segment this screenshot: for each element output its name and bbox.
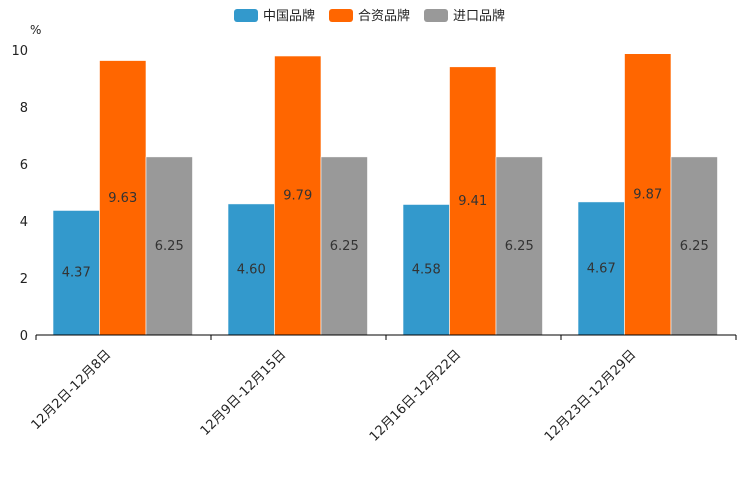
legend-label-china-brand: 中国品牌 — [263, 8, 315, 24]
data-label: 4.37 — [62, 266, 91, 281]
bar[interactable] — [320, 156, 368, 336]
y-tick-label: 4 — [20, 215, 28, 230]
y-axis-unit: % — [30, 23, 41, 37]
y-axis: 0 2 4 6 8 10 — [11, 44, 28, 344]
legend-label-import-brand: 进口品牌 — [453, 8, 505, 24]
bar[interactable] — [495, 156, 543, 336]
data-label: 4.67 — [587, 261, 616, 276]
data-label: 9.79 — [283, 188, 312, 203]
data-label: 4.58 — [412, 263, 441, 278]
x-category-label: 12月16日-12月22日 — [367, 347, 464, 444]
bar[interactable] — [577, 201, 625, 336]
y-tick-label: 6 — [20, 158, 28, 173]
data-label: 9.41 — [458, 194, 487, 209]
legend-item-china-brand[interactable]: 中国品牌 — [234, 8, 315, 24]
legend-swatch-jv-brand — [329, 9, 353, 22]
x-axis-labels: 12月2日-12月8日 12月9日-12月15日 12月16日-12月22日 1… — [29, 347, 640, 444]
legend-item-jv-brand[interactable]: 合资品牌 — [329, 8, 410, 24]
data-labels: 4.37 4.60 4.58 4.67 9.63 9.79 9.41 9.87 … — [62, 187, 709, 280]
bar[interactable] — [670, 156, 718, 336]
data-label: 6.25 — [505, 239, 534, 254]
bar[interactable] — [402, 204, 450, 336]
bar[interactable] — [99, 60, 147, 336]
data-label: 4.60 — [237, 262, 266, 277]
data-label: 6.25 — [330, 239, 359, 254]
bar[interactable] — [52, 210, 100, 336]
x-category-label: 12月23日-12月29日 — [542, 347, 639, 444]
data-label: 9.63 — [108, 191, 137, 206]
x-category-label: 12月2日-12月8日 — [29, 347, 115, 433]
legend: 中国品牌 合资品牌 进口品牌 — [234, 8, 505, 24]
legend-swatch-import-brand — [424, 9, 448, 22]
y-tick-label: 0 — [20, 329, 28, 344]
data-label: 9.87 — [633, 187, 662, 202]
legend-item-import-brand[interactable]: 进口品牌 — [424, 8, 505, 24]
bar[interactable] — [624, 53, 672, 336]
y-tick-label: 2 — [20, 272, 28, 287]
legend-swatch-china-brand — [234, 9, 258, 22]
data-label: 6.25 — [680, 239, 709, 254]
bars-group — [52, 53, 718, 336]
data-label: 6.25 — [155, 239, 184, 254]
x-category-label: 12月9日-12月15日 — [198, 347, 290, 439]
legend-label-jv-brand: 合资品牌 — [358, 8, 410, 24]
y-tick-label: 8 — [20, 101, 28, 116]
y-tick-label: 10 — [11, 44, 28, 59]
bar[interactable] — [274, 55, 322, 336]
x-axis-ticks — [35, 335, 737, 340]
bar[interactable] — [227, 203, 275, 336]
